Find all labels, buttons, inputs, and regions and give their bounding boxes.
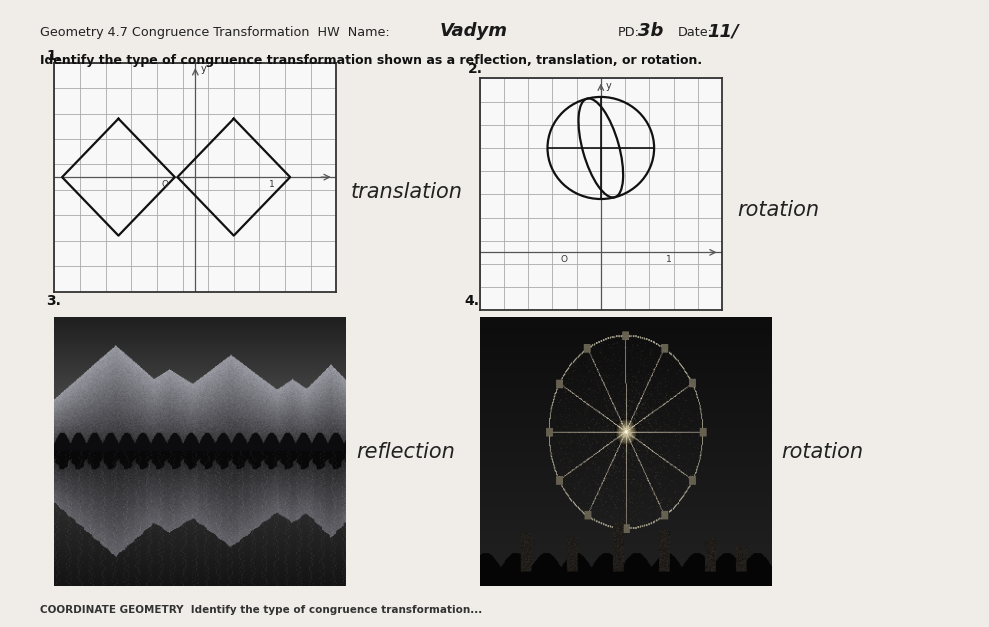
Text: y: y: [605, 81, 611, 91]
Text: rotation: rotation: [737, 200, 819, 220]
Text: 4.: 4.: [465, 294, 480, 308]
Text: 1: 1: [666, 255, 672, 263]
Text: 2.: 2.: [468, 62, 483, 76]
Text: Vadym: Vadym: [440, 23, 508, 40]
Text: 3.: 3.: [46, 294, 61, 308]
Text: PD:: PD:: [618, 26, 640, 40]
Text: 1.: 1.: [46, 48, 61, 63]
Text: 11/: 11/: [707, 23, 739, 40]
Text: 1: 1: [269, 181, 275, 189]
Text: reflection: reflection: [356, 441, 455, 461]
Text: O: O: [561, 255, 568, 263]
Text: rotation: rotation: [781, 441, 863, 461]
Text: 3b: 3b: [638, 23, 664, 40]
Text: COORDINATE GEOMETRY  Identify the type of congruence transformation...: COORDINATE GEOMETRY Identify the type of…: [40, 605, 482, 615]
Text: Date:: Date:: [677, 26, 712, 40]
Text: y: y: [201, 63, 206, 73]
Text: O: O: [161, 181, 168, 189]
Text: Geometry 4.7 Congruence Transformation  HW  Name:: Geometry 4.7 Congruence Transformation H…: [40, 26, 390, 40]
Text: Identify the type of congruence transformation shown as a reflection, translatio: Identify the type of congruence transfor…: [40, 54, 701, 67]
Text: translation: translation: [351, 181, 463, 201]
